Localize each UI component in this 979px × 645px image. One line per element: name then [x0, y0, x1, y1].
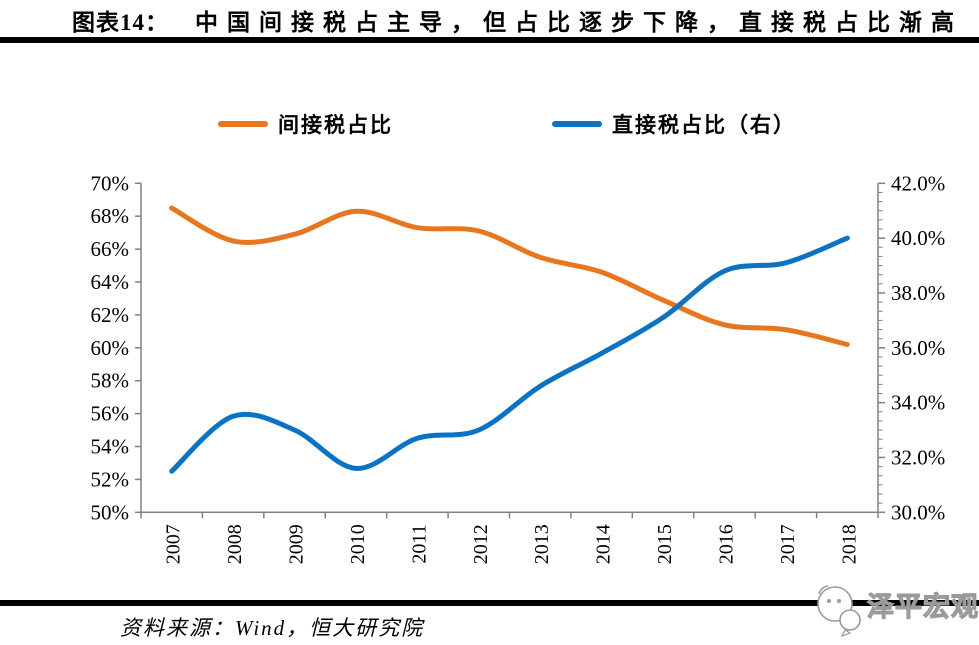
right-axis-tick-label: 38.0% [891, 281, 945, 305]
x-axis-year-label: 2009 [286, 524, 308, 564]
x-axis-year-label: 2018 [838, 524, 860, 564]
page-title: 中国间接税占主导，但占比逐步下降，直接税占比渐高 [195, 10, 963, 35]
left-axis-tick-label: 56% [91, 402, 130, 426]
chart-header: 图表14： 中国间接税占主导，但占比逐步下降，直接税占比渐高 [0, 4, 979, 36]
chat-bubble-logo-icon [817, 585, 861, 638]
left-axis-tick-label: 50% [91, 500, 130, 524]
direct-tax-line [169, 235, 850, 474]
title-divider-rule [0, 37, 979, 43]
legend-label-indirect-tax: 间接税占比 [278, 113, 393, 137]
x-axis-year-label: 2015 [654, 524, 676, 564]
chart-legend: 间接税占比 直接税占比（右） [0, 108, 979, 140]
right-axis-tick-label: 34.0% [891, 391, 945, 415]
left-axis-tick-label: 68% [91, 204, 130, 228]
right-axis-tick-label: 36.0% [891, 336, 945, 360]
x-axis-year-label: 2008 [224, 524, 246, 564]
tax-share-line-chart: 70% 68% 66% 64% 62% 60% 58% 56% 54% 52% 50% 42.0% 40… [91, 171, 946, 564]
x-axis-year-label: 2011 [408, 524, 430, 563]
legend-item-indirect-tax: 间接税占比 [218, 108, 393, 140]
left-axis-tick-label: 52% [91, 467, 130, 491]
legend-label-direct-tax: 直接税占比（右） [612, 113, 796, 137]
figure-number-label: 图表14： [72, 10, 169, 35]
left-axis-tick-label: 58% [91, 369, 130, 393]
left-axis-tick-label: 60% [91, 336, 130, 360]
x-axis-year-label: 2013 [531, 524, 553, 564]
x-axis-year-label: 2007 [163, 524, 185, 564]
x-axis-year-label: 2016 [715, 524, 737, 564]
legend-item-direct-tax: 直接税占比（右） [552, 108, 796, 140]
right-axis-tick-label: 30.0% [891, 500, 945, 524]
source-note: 资料来源：Wind，恒大研究院 [120, 616, 425, 640]
right-axis-tick-label: 42.0% [891, 171, 945, 195]
right-axis-tick-label: 40.0% [891, 226, 945, 250]
left-axis-tick-label: 64% [91, 270, 130, 294]
indirect-tax-line [169, 205, 850, 347]
x-axis-year-label: 2014 [593, 524, 615, 564]
left-axis-tick-label: 66% [91, 237, 130, 261]
x-axis-year-label: 2010 [347, 524, 369, 564]
left-axis-tick-label: 62% [91, 303, 130, 327]
right-axis-tick-label: 32.0% [891, 445, 945, 469]
x-axis-year-label: 2017 [777, 524, 799, 564]
zepin-macro-watermark: 泽平宏观 [817, 585, 979, 638]
left-axis-tick-label: 54% [91, 435, 130, 459]
footer-divider-rule [0, 600, 979, 606]
indirect-tax-line-swatch [218, 121, 268, 127]
left-axis-tick-label: 70% [91, 171, 130, 195]
x-axis-year-label: 2012 [470, 524, 492, 564]
watermark-text: 泽平宏观 [867, 591, 979, 622]
direct-tax-line-swatch [552, 121, 602, 127]
